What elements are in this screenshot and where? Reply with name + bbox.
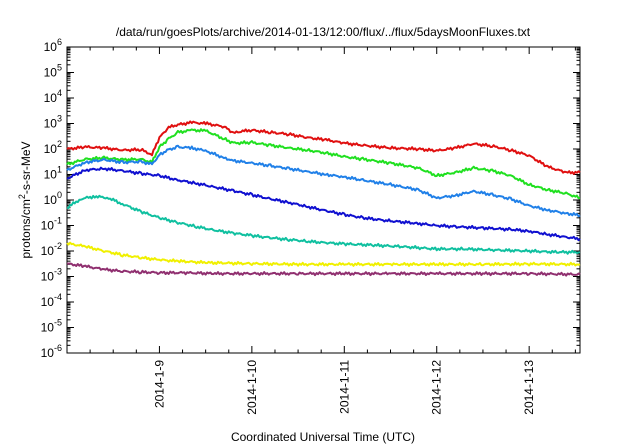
- axis-ticks: [66, 46, 580, 354]
- y-tick-label: 10-4: [41, 292, 62, 309]
- y-tick-labels: 10-6 10-5 10-4 10-3 10-2 10-1 100 101 102 103 104 1…: [41, 37, 62, 360]
- y-tick-label: 106: [44, 37, 62, 54]
- y-tick-label: 104: [44, 88, 62, 105]
- y-tick-label: 10-5: [41, 318, 62, 335]
- series-line-5: [66, 194, 581, 255]
- y-axis-label-main: protons/cm: [19, 199, 33, 258]
- y-axis-label-sup: 2: [17, 194, 27, 199]
- x-tick-label: 2014-1-13: [522, 360, 536, 415]
- y-tick-label: 101: [44, 165, 62, 182]
- x-tick-label: 2014-1-12: [430, 360, 444, 415]
- y-tick-label: 103: [44, 114, 62, 131]
- chart-title: /data/run/goesPlots/archive/2014-01-13/1…: [116, 25, 531, 39]
- series-line-1: [66, 120, 581, 175]
- y-tick-label: 10-3: [41, 267, 62, 284]
- series-line-6: [66, 241, 581, 267]
- y-tick-label: 10-2: [41, 241, 62, 258]
- y-tick-label: 105: [44, 63, 62, 80]
- series-line-3: [66, 144, 581, 218]
- series-line-4: [66, 166, 581, 242]
- y-tick-label: 102: [44, 139, 62, 156]
- x-tick-label: 2014-1-11: [337, 360, 351, 414]
- x-axis-label: Coordinated Universal Time (UTC): [231, 430, 415, 444]
- x-tick-label: 2014-1-10: [245, 360, 259, 415]
- series-line-2: [66, 128, 581, 200]
- y-tick-label: 10-6: [41, 343, 62, 360]
- y-axis-label: protons/cm2-s-sr-MeV: [17, 141, 33, 258]
- series-line-7: [66, 262, 581, 277]
- x-tick-labels: 2014-1-9 2014-1-10 2014-1-11 2014-1-12 2014-…: [152, 360, 536, 415]
- series-lines: [66, 120, 581, 277]
- x-tick-label: 2014-1-9: [152, 360, 166, 408]
- plot-area-frame: [66, 46, 581, 354]
- y-tick-label: 10-1: [41, 216, 62, 233]
- y-tick-label: 100: [44, 190, 62, 207]
- y-axis-label-rest: -s-sr-MeV: [19, 141, 33, 194]
